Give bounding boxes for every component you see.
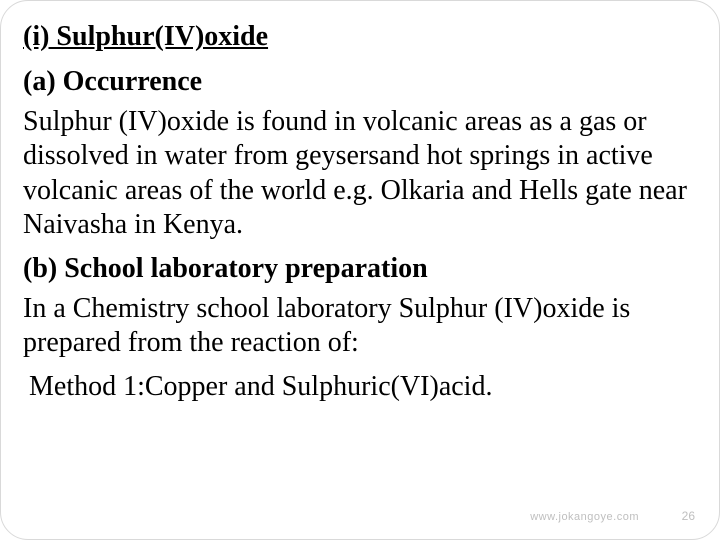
occurrence-paragraph: Sulphur (IV)oxide is found in volcanic a…: [23, 105, 697, 243]
heading-i: (i) Sulphur(IV)oxide: [23, 19, 697, 54]
slide-container: (i) Sulphur(IV)oxide (a) Occurrence Sulp…: [0, 0, 720, 540]
heading-a-occurrence: (a) Occurrence: [23, 64, 697, 99]
heading-b-preparation: (b) School laboratory preparation: [23, 251, 697, 286]
preparation-paragraph: In a Chemistry school laboratory Sulphur…: [23, 292, 697, 361]
page-number: 26: [682, 509, 695, 523]
footer-url: www.jokangoye.com: [530, 511, 639, 523]
method-1-line: Method 1:Copper and Sulphuric(VI)acid.: [23, 369, 697, 404]
